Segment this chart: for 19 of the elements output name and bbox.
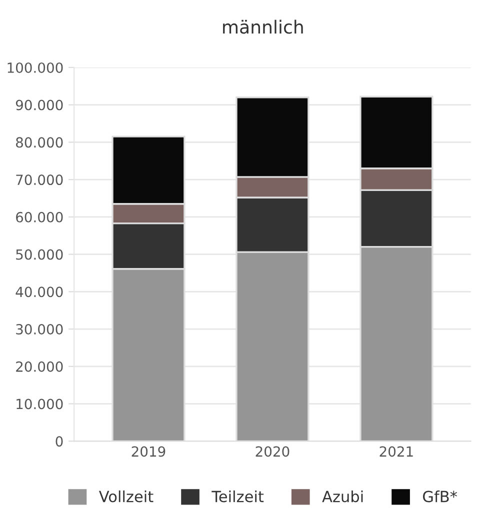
y-tick-label: 0 (56, 436, 63, 447)
y-tick-label: 10.000 (16, 398, 63, 410)
legend-label: GfB* (423, 490, 458, 502)
x-tick-label: 2019 (132, 446, 166, 457)
chart-title: männlich (223, 20, 303, 34)
y-tick-label: 30.000 (16, 324, 63, 335)
legend-label: Vollzeit (98, 490, 154, 502)
legend-label: Teilzeit (212, 490, 264, 502)
legend-label: Azubi (322, 490, 363, 502)
x-tick-label: 2021 (380, 446, 413, 457)
y-tick-label: 50.000 (16, 249, 63, 260)
y-tick-label: 100.000 (8, 62, 63, 73)
y-tick-label: 90.000 (16, 100, 63, 110)
y-tick-label: 40.000 (16, 286, 63, 298)
y-tick-label: 60.000 (16, 212, 63, 222)
x-tick-label: 2020 (256, 446, 290, 457)
y-tick-label: 70.000 (16, 174, 63, 186)
y-tick-label: 80.000 (16, 137, 63, 148)
y-tick-label: 20.000 (16, 361, 63, 372)
